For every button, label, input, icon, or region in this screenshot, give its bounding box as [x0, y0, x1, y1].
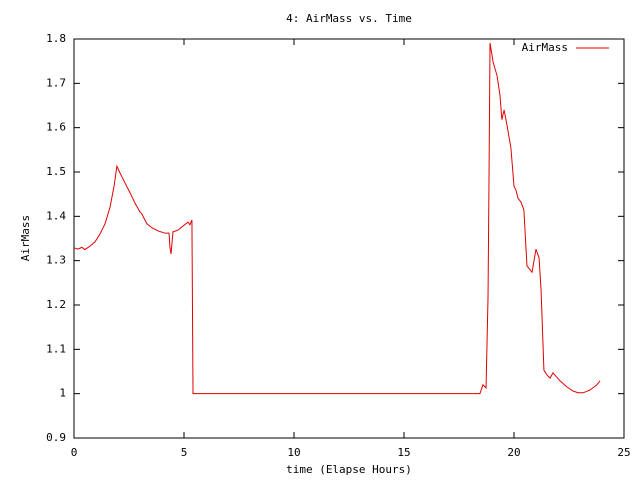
y-tick-label: 1.7	[46, 76, 66, 89]
legend-label: AirMass	[522, 41, 568, 54]
y-tick-label: 1.5	[46, 165, 66, 178]
chart-title: 4: AirMass vs. Time	[286, 12, 412, 25]
data-line	[73, 42, 601, 395]
y-axis-label: AirMass	[19, 215, 32, 261]
plot-frame	[73, 38, 625, 439]
x-tick-label: 0	[71, 446, 78, 459]
y-tick-label: 0.9	[46, 431, 66, 444]
x-axis-label: time (Elapse Hours)	[286, 463, 412, 476]
y-tick-label: 1.8	[46, 32, 66, 45]
x-tick-label: 15	[397, 446, 410, 459]
y-tick-label: 1.1	[46, 342, 66, 355]
y-tick-label: 1.4	[46, 209, 66, 222]
x-tick-label: 20	[507, 446, 520, 459]
y-tick-label: 1	[59, 387, 66, 400]
y-tick-label: 1.2	[46, 298, 66, 311]
x-tick-label: 5	[181, 446, 188, 459]
x-tick-label: 10	[287, 446, 300, 459]
y-tick-label: 1.6	[46, 121, 66, 134]
y-tick-label: 1.3	[46, 254, 66, 267]
x-tick-label: 25	[617, 446, 630, 459]
